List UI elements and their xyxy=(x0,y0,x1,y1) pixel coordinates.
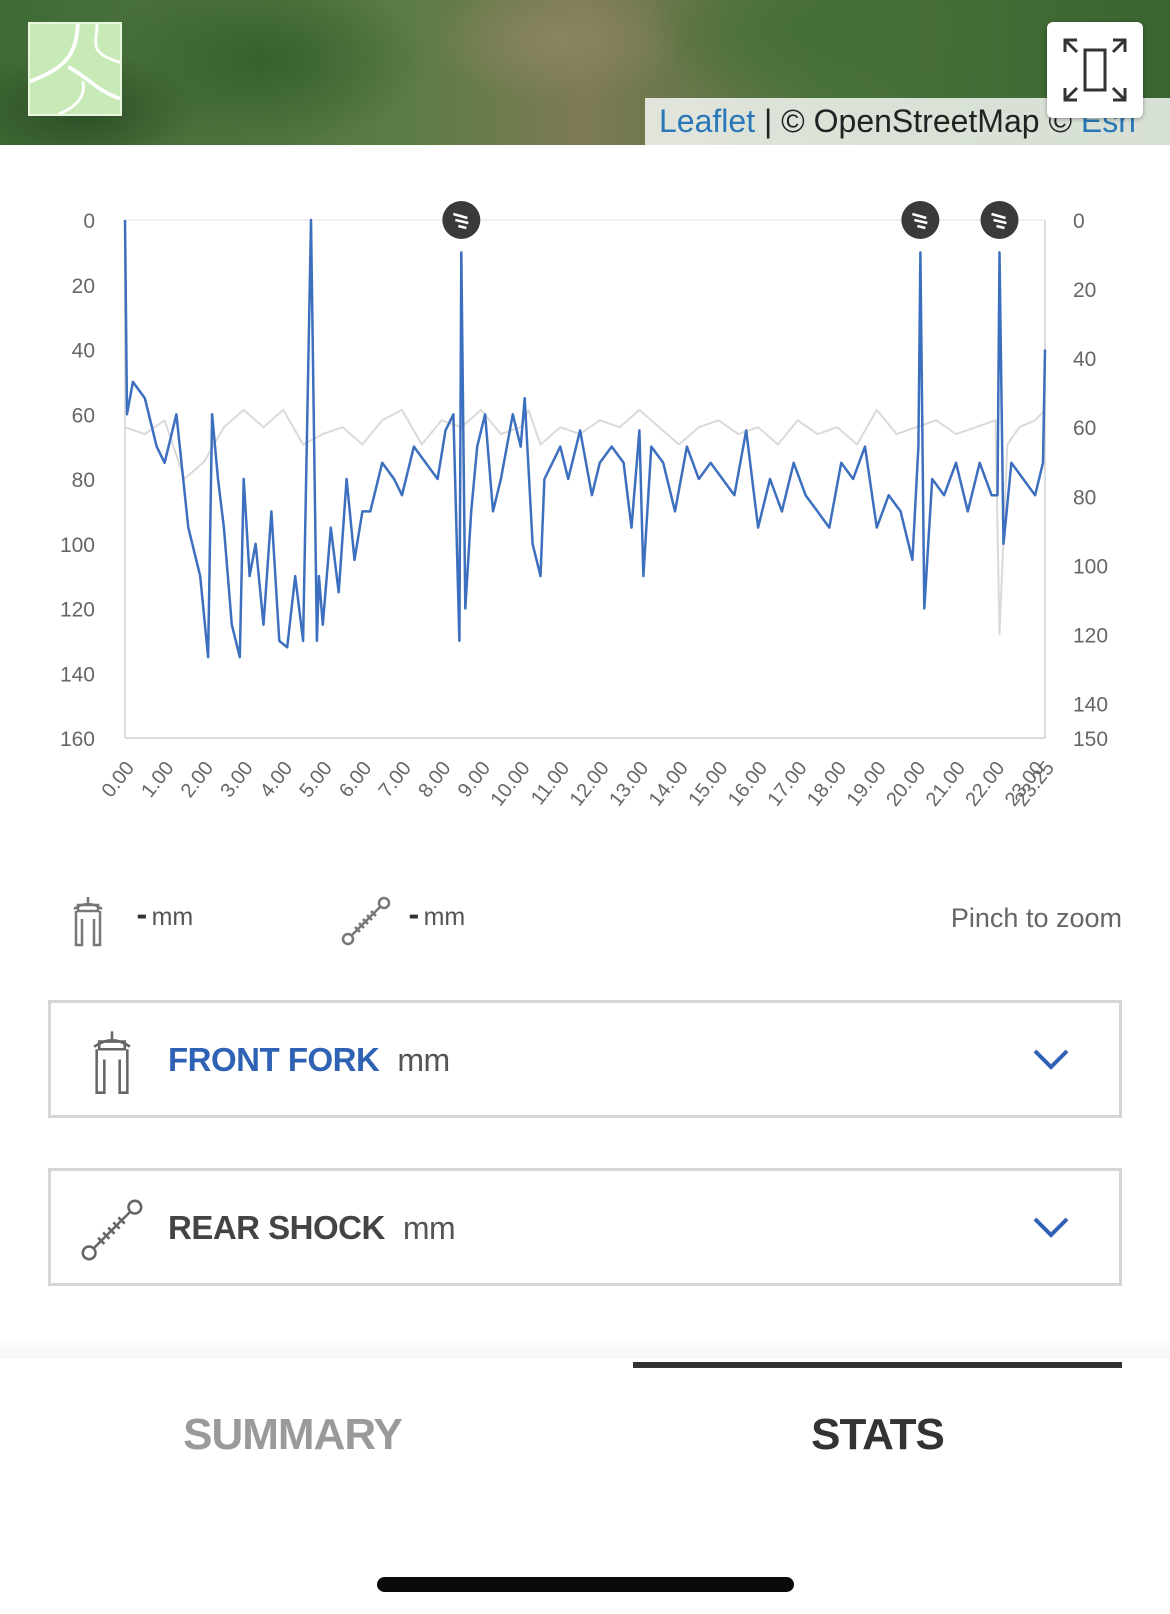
event-marker-icon xyxy=(453,212,469,230)
x-tick-label: 1.00 xyxy=(137,758,178,802)
x-tick-label: 12.00 xyxy=(566,758,614,811)
x-tick-label: 0.00 xyxy=(98,758,139,802)
event-marker-icon xyxy=(912,212,928,230)
x-tick-label: 13.00 xyxy=(605,758,653,811)
x-tick-label: 4.00 xyxy=(256,758,297,802)
fork-icon xyxy=(73,897,103,947)
rear-shock-label: REAR SHOCK xyxy=(168,1209,385,1246)
y-tick-right: 100 xyxy=(1073,555,1108,578)
x-tick-label: 2.00 xyxy=(177,758,218,802)
shock-value: - xyxy=(408,896,420,933)
pinch-hint: Pinch to zoom xyxy=(950,903,1122,933)
x-tick-label: 7.00 xyxy=(375,758,416,802)
x-tick-label: 15.00 xyxy=(684,758,732,811)
osm-attribution: © OpenStreetMap © xyxy=(781,103,1081,139)
front-fork-series-line xyxy=(123,218,1047,659)
front-fork-label: FRONT FORK xyxy=(168,1041,380,1078)
fullscreen-button[interactable] xyxy=(1047,22,1143,118)
tab-bar-shadow xyxy=(0,1338,1170,1358)
expand-icon xyxy=(1063,38,1127,102)
home-indicator xyxy=(377,1577,794,1592)
y-tick-left: 40 xyxy=(72,340,95,363)
shock-icon xyxy=(81,1199,143,1261)
travel-chart[interactable]: 0 20 40 60 80 100 120 140 160 0 20 40 60 80 100 120 140 1… xyxy=(0,180,1170,840)
leaflet-link[interactable]: Leaflet xyxy=(659,103,756,139)
y-tick-left: 0 xyxy=(83,210,95,233)
front-fork-title: FRONT FORK mm xyxy=(168,1041,450,1079)
map-layer-toggle[interactable] xyxy=(28,22,122,116)
shock-readout: - mm xyxy=(340,895,465,955)
travel-chart-svg: 0 20 40 60 80 100 120 140 160 0 20 40 60 80 100 120 140 1… xyxy=(60,201,1108,811)
active-tab-indicator xyxy=(633,1362,1122,1368)
y-tick-right: 0 xyxy=(1073,210,1085,233)
fork-icon xyxy=(93,1031,131,1094)
attribution-separator: | xyxy=(755,103,782,139)
tab-stats[interactable]: STATS xyxy=(811,1410,945,1459)
y-tick-right: 40 xyxy=(1073,348,1096,371)
chevron-down-icon[interactable] xyxy=(1031,1045,1071,1075)
x-tick-label: 18.00 xyxy=(803,758,851,811)
map-thumbnail-icon xyxy=(30,24,120,114)
y-tick-left: 120 xyxy=(60,599,95,622)
shock-icon xyxy=(341,896,391,946)
map-view[interactable]: Leaflet | © OpenStreetMap © Esri xyxy=(0,0,1170,145)
y-tick-left: 60 xyxy=(72,404,95,427)
front-fork-unit: mm xyxy=(397,1042,450,1078)
y-tick-left: 20 xyxy=(72,275,95,298)
event-marker-icon xyxy=(991,212,1007,230)
y-tick-right: 140 xyxy=(1073,693,1108,716)
y-tick-right: 120 xyxy=(1073,624,1108,647)
x-tick-label: 16.00 xyxy=(724,758,772,811)
y-tick-left: 160 xyxy=(60,728,95,751)
x-tick-label: 3.00 xyxy=(216,758,257,802)
rear-shock-series-line xyxy=(124,408,1046,636)
x-tick-label: 14.00 xyxy=(645,758,693,811)
y-tick-right: 60 xyxy=(1073,417,1096,440)
rear-shock-panel[interactable]: REAR SHOCK mm xyxy=(48,1168,1122,1286)
rear-shock-unit: mm xyxy=(402,1210,456,1246)
y-tick-left: 100 xyxy=(60,534,95,557)
y-tick-right: 150 xyxy=(1073,728,1108,751)
x-tick-label: 11.00 xyxy=(527,758,574,810)
event-marker xyxy=(980,201,1019,239)
fork-unit: mm xyxy=(151,903,194,932)
event-marker xyxy=(901,201,940,239)
front-fork-panel[interactable]: FRONT FORK mm xyxy=(48,1000,1122,1118)
y-tick-right: 80 xyxy=(1073,486,1096,509)
chevron-down-icon[interactable] xyxy=(1031,1213,1071,1243)
shock-unit: mm xyxy=(423,903,466,932)
rear-shock-title: REAR SHOCK mm xyxy=(168,1209,456,1247)
x-tick-label: 19.00 xyxy=(843,758,891,811)
x-tick-label: 8.00 xyxy=(414,758,455,802)
event-marker xyxy=(442,201,481,239)
x-tick-label: 22.00 xyxy=(961,758,1009,811)
tab-summary[interactable]: SUMMARY xyxy=(183,1410,403,1459)
y-tick-left: 80 xyxy=(72,469,95,492)
x-tick-label: 5.00 xyxy=(295,758,336,802)
fork-value: - xyxy=(136,896,148,933)
x-tick-label: 17.00 xyxy=(763,758,811,811)
x-tick-label: 10.00 xyxy=(486,758,534,811)
x-tick-label: 20.00 xyxy=(882,758,930,811)
x-tick-label: 6.00 xyxy=(335,758,376,802)
y-tick-right: 20 xyxy=(1073,279,1096,302)
y-tick-left: 140 xyxy=(60,663,95,686)
x-tick-label: 21.00 xyxy=(922,758,970,811)
fork-readout: - mm xyxy=(70,895,193,955)
